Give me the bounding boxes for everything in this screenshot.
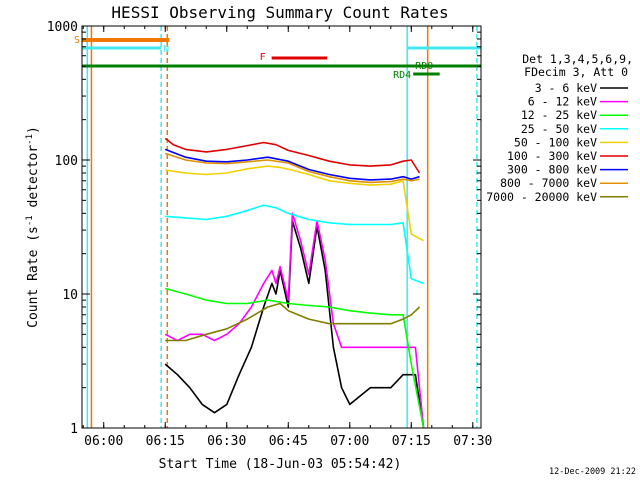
- x-axis: 06:00 06:15 06:30 06:45 07:00 07:15 07:30: [82, 26, 492, 449]
- legend-entry-label: 12 - 25 keV: [521, 108, 597, 122]
- y-axis-label-part: Count Rate (s: [26, 226, 41, 328]
- y-axis-label-sup: -1: [25, 215, 35, 226]
- series-line: [164, 148, 420, 181]
- legend-entry-label: 25 - 50 keV: [521, 122, 597, 136]
- y-axis-label-part: ): [26, 126, 41, 134]
- y-tick-label: 10: [62, 288, 78, 303]
- flag-label: S: [74, 35, 80, 46]
- series-line: [164, 152, 420, 184]
- x-axis-label: Start Time (18-Jun-03 05:54:42): [159, 457, 402, 472]
- y-axis-label-part: detector: [26, 145, 41, 216]
- y-axis-label-sup: -1: [25, 134, 35, 145]
- generation-date: 12-Dec-2009 21:22: [549, 467, 636, 477]
- plot-frame: [81, 25, 482, 429]
- x-tick-label: 07:00: [330, 434, 369, 449]
- legend-header-line: FDecim 3, Att 0: [524, 65, 628, 79]
- legend-entry-label: 100 - 300 keV: [507, 149, 597, 163]
- y-axis-label: Count Rate (s-1 detector-1): [25, 126, 41, 328]
- series-line: [165, 302, 421, 342]
- plot-area: S N F RD0 RD4: [74, 26, 481, 429]
- legend-entry-label: 7000 - 20000 keV: [486, 190, 597, 204]
- series-line: [165, 204, 424, 285]
- series-line: [164, 287, 425, 429]
- legend-entry-label: 50 - 100 keV: [514, 135, 597, 149]
- series-line: [164, 137, 421, 174]
- flag-label: N: [163, 44, 169, 55]
- series-line: [164, 212, 425, 429]
- flag-label: RD4: [393, 70, 411, 81]
- y-tick-label: 100: [55, 154, 78, 169]
- legend-entry-label: 800 - 7000 keV: [500, 176, 597, 190]
- x-tick-label: 07:15: [392, 434, 431, 449]
- y-axis: 1 10 100 1000: [47, 20, 481, 437]
- flag-label: F: [260, 52, 266, 63]
- x-tick-label: 06:00: [84, 434, 123, 449]
- series-line: [165, 165, 424, 242]
- x-tick-label: 06:45: [269, 434, 308, 449]
- legend: Det 1,3,4,5,6,9, FDecim 3, Att 0 3 - 6 k…: [486, 52, 633, 204]
- legend-entry-label: 6 - 12 keV: [528, 95, 597, 109]
- legend-entry-label: 300 - 800 keV: [507, 163, 597, 177]
- x-tick-label: 06:15: [146, 434, 185, 449]
- x-tick-label: 06:30: [207, 434, 246, 449]
- y-tick-label: 1: [70, 422, 78, 437]
- x-tick-label: 07:30: [453, 434, 492, 449]
- legend-header-line: Det 1,3,4,5,6,9,: [522, 52, 633, 66]
- chart-title: HESSI Observing Summary Count Rates: [111, 3, 448, 22]
- legend-entry-label: 3 - 6 keV: [535, 81, 597, 95]
- flag-label: RD0: [415, 61, 433, 72]
- y-tick-label: 1000: [47, 20, 78, 35]
